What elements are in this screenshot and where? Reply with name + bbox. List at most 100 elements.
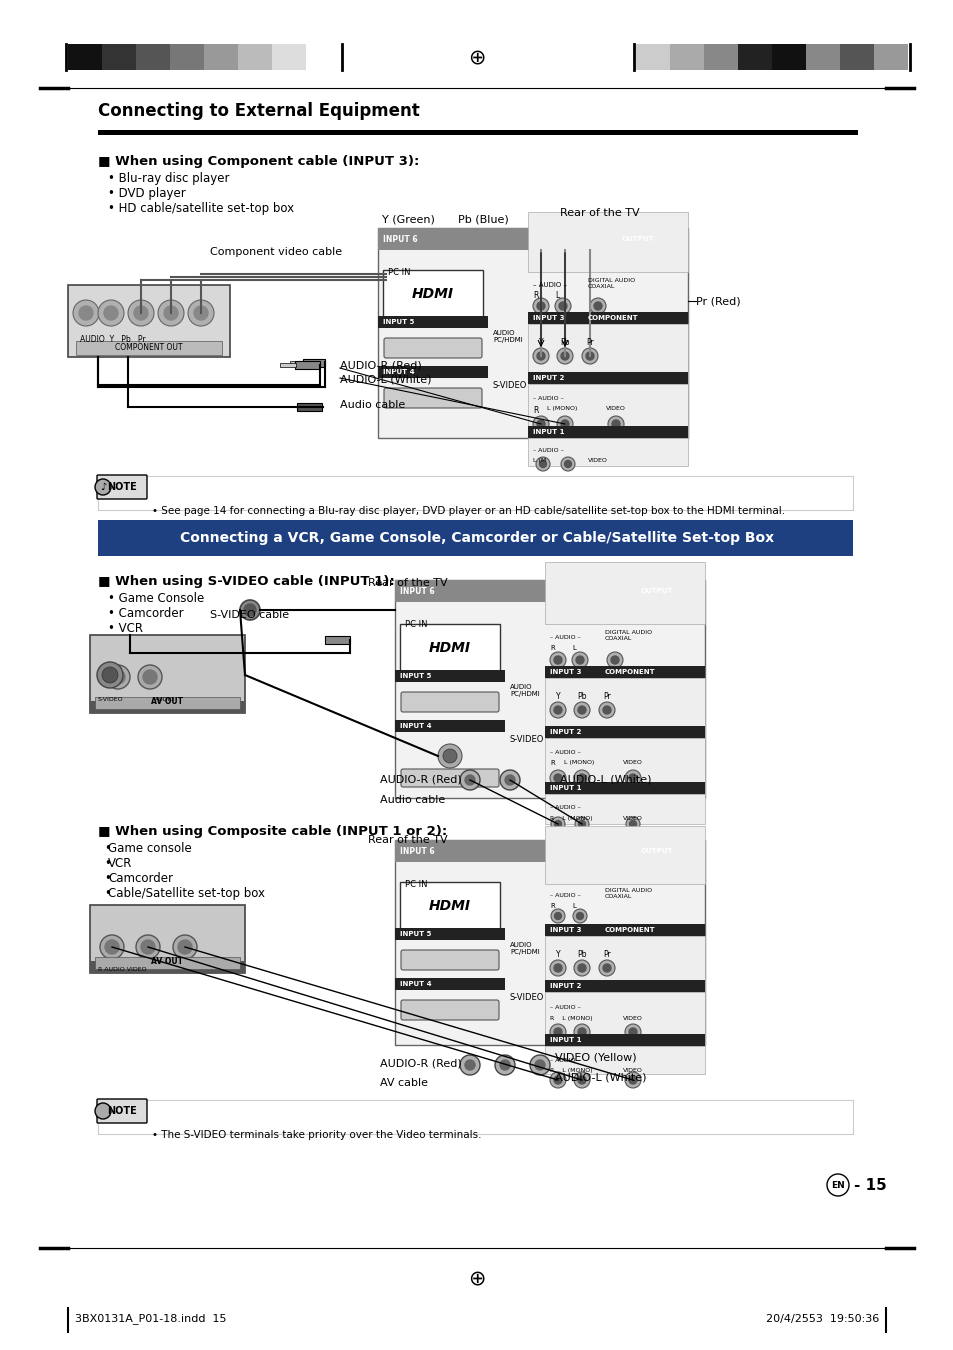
Text: – AUDIO –: – AUDIO – <box>550 805 580 810</box>
Text: R    L (MONO): R L (MONO) <box>550 1068 592 1073</box>
Circle shape <box>554 656 561 664</box>
Text: INPUT 1: INPUT 1 <box>550 1037 581 1044</box>
Circle shape <box>624 769 640 786</box>
Text: HDMI: HDMI <box>429 899 471 913</box>
Circle shape <box>560 352 568 360</box>
Text: S-VIDEO: S-VIDEO <box>98 697 124 702</box>
Circle shape <box>550 960 565 976</box>
Bar <box>840 45 873 70</box>
Text: • The S-VIDEO terminals take priority over the Video terminals.: • The S-VIDEO terminals take priority ov… <box>152 1130 481 1139</box>
Circle shape <box>464 775 475 784</box>
Text: DIGITAL AUDIO
COAXIAL: DIGITAL AUDIO COAXIAL <box>604 888 652 899</box>
Text: OUTPUT: OUTPUT <box>640 589 673 594</box>
Text: INPUT 2: INPUT 2 <box>550 729 580 734</box>
Circle shape <box>606 652 622 668</box>
Text: • Blu-ray disc player: • Blu-ray disc player <box>108 171 230 185</box>
Circle shape <box>560 420 568 428</box>
Text: L (MONO): L (MONO) <box>546 406 577 410</box>
Text: COMPONENT: COMPONENT <box>604 670 655 675</box>
Circle shape <box>240 599 260 620</box>
Text: Pr (Red): Pr (Red) <box>696 296 740 306</box>
Text: VIDEO: VIDEO <box>605 406 625 410</box>
Bar <box>544 726 704 738</box>
Bar <box>395 720 504 732</box>
Circle shape <box>585 352 594 360</box>
Circle shape <box>178 940 192 954</box>
Text: • VCR: • VCR <box>108 622 143 634</box>
Text: Pb: Pb <box>559 338 569 347</box>
Bar <box>95 957 240 969</box>
Bar <box>280 363 295 367</box>
Circle shape <box>104 306 118 320</box>
Circle shape <box>73 300 99 325</box>
Text: R: R <box>550 903 554 909</box>
Text: AUDIO
PC/HDMI: AUDIO PC/HDMI <box>493 329 522 343</box>
Circle shape <box>495 1054 515 1075</box>
Circle shape <box>158 300 184 325</box>
Bar <box>544 794 704 824</box>
Circle shape <box>143 670 157 684</box>
Text: L: L <box>572 903 576 909</box>
Bar <box>90 634 245 713</box>
Text: R    L (MONO): R L (MONO) <box>550 815 592 821</box>
Text: S-VIDEO cable: S-VIDEO cable <box>210 610 289 620</box>
Bar <box>395 840 704 863</box>
Text: INPUT 3: INPUT 3 <box>550 670 581 675</box>
Text: COMPONENT: COMPONENT <box>604 927 655 933</box>
Circle shape <box>539 460 546 467</box>
Circle shape <box>557 416 573 432</box>
Text: Audio cable: Audio cable <box>339 400 405 410</box>
Bar <box>90 961 245 973</box>
Bar <box>98 477 852 510</box>
Circle shape <box>555 298 571 315</box>
Text: INPUT 5: INPUT 5 <box>399 674 431 679</box>
Text: INPUT 6: INPUT 6 <box>382 235 417 243</box>
Text: AV OUT: AV OUT <box>151 698 183 706</box>
Text: • DVD player: • DVD player <box>108 188 186 200</box>
Text: ■ When using S-VIDEO cable (INPUT 1):: ■ When using S-VIDEO cable (INPUT 1): <box>98 575 395 589</box>
Text: •: • <box>104 842 111 855</box>
Circle shape <box>550 1025 565 1040</box>
Text: INPUT 4: INPUT 4 <box>399 724 431 729</box>
Bar <box>395 670 504 682</box>
Text: ♪: ♪ <box>100 482 106 491</box>
FancyBboxPatch shape <box>97 1099 147 1123</box>
Circle shape <box>628 1027 637 1035</box>
Text: AUDIO  Y   Pb   Pr: AUDIO Y Pb Pr <box>80 335 146 344</box>
Text: •: • <box>104 887 111 900</box>
Circle shape <box>102 667 118 683</box>
Bar <box>527 212 687 271</box>
Bar <box>873 45 907 70</box>
Text: Rear of the TV: Rear of the TV <box>368 836 447 845</box>
Circle shape <box>558 302 566 311</box>
Bar <box>544 738 704 794</box>
Text: INPUT 3: INPUT 3 <box>533 315 564 321</box>
Circle shape <box>537 420 544 428</box>
Bar <box>527 427 687 437</box>
Text: VIDEO: VIDEO <box>622 1068 642 1073</box>
FancyBboxPatch shape <box>400 769 498 787</box>
Bar <box>204 45 237 70</box>
Text: INPUT 5: INPUT 5 <box>399 931 431 937</box>
Text: ■ When using Composite cable (INPUT 1 or 2):: ■ When using Composite cable (INPUT 1 or… <box>98 825 447 838</box>
Text: AV cable: AV cable <box>379 1079 428 1088</box>
Circle shape <box>106 666 130 688</box>
Circle shape <box>554 1076 561 1084</box>
Bar <box>325 636 350 644</box>
Circle shape <box>564 460 571 467</box>
Circle shape <box>533 348 548 364</box>
Circle shape <box>133 306 148 320</box>
Text: •: • <box>104 872 111 886</box>
Bar <box>68 45 102 70</box>
Bar <box>609 840 704 863</box>
Circle shape <box>560 458 575 471</box>
Bar <box>544 1046 704 1075</box>
Bar <box>68 285 230 356</box>
Circle shape <box>105 940 119 954</box>
Text: DIGITAL AUDIO
COAXIAL: DIGITAL AUDIO COAXIAL <box>587 278 635 289</box>
Circle shape <box>573 909 586 923</box>
Bar <box>587 228 687 250</box>
Text: Camcorder: Camcorder <box>108 872 172 886</box>
Bar <box>544 992 704 1046</box>
Circle shape <box>574 702 589 718</box>
